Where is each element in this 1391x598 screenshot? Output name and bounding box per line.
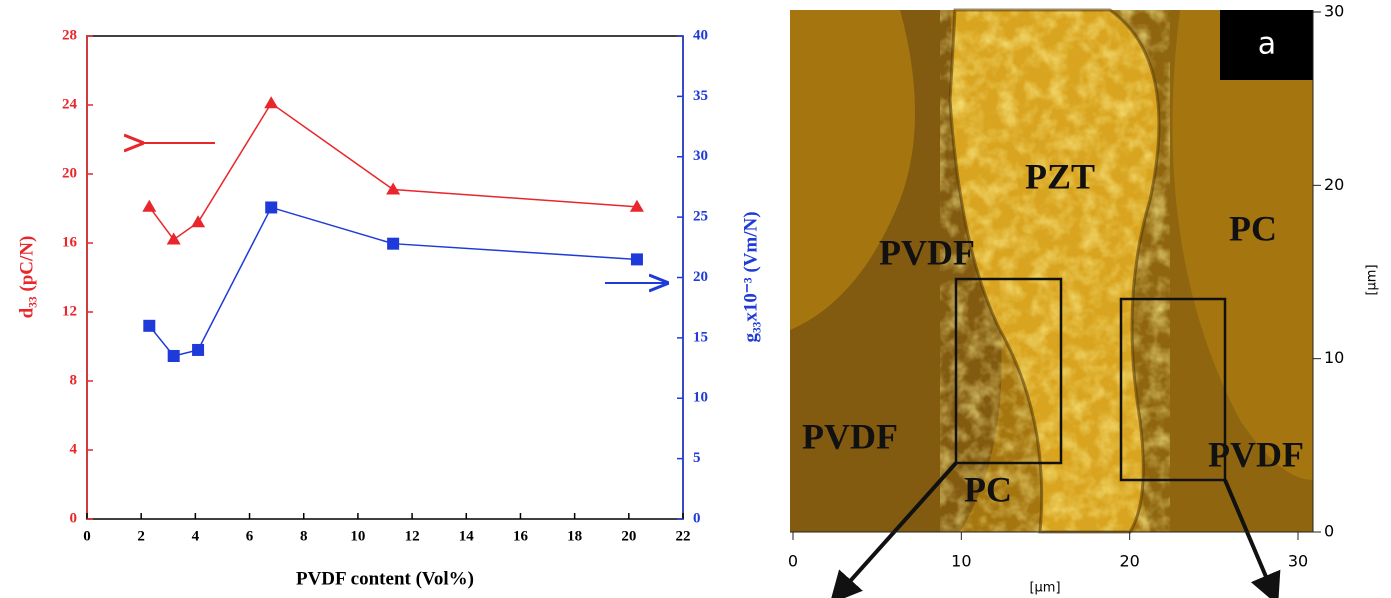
y2-tick-label: 35: [693, 88, 708, 104]
region-label: PVDF: [879, 232, 975, 272]
y-tick-label: 8: [70, 372, 78, 388]
y-tick-label: 12: [62, 303, 77, 319]
marker: [265, 201, 278, 214]
x-tick-label: 14: [459, 528, 475, 544]
image-y-label: [µm]: [1365, 264, 1380, 295]
marker: [387, 237, 400, 250]
marker: [264, 96, 279, 109]
marker: [143, 319, 156, 332]
region-label: PVDF: [1208, 434, 1304, 474]
image-x-label: [µm]: [1029, 581, 1060, 596]
x-tick-label: 20: [621, 528, 636, 544]
afm-image: a PZT PC PVDF PVDF PVDF PC [µm] [µm] 0 10…: [788, 2, 1380, 598]
y2-tick-label: 20: [693, 269, 708, 285]
x-tick-label: 12: [405, 528, 420, 544]
y-tick-label: 4: [70, 441, 78, 457]
zoom-box: [954, 277, 1063, 465]
panel-label: a: [1258, 27, 1276, 62]
zoom-box: [1119, 297, 1227, 482]
pzt-edge: [948, 8, 1161, 534]
y-tick-label: 24: [62, 96, 78, 112]
x-tick-label: 10: [350, 528, 365, 544]
x-tick-label: 0: [83, 528, 91, 544]
series-line: [148, 206, 637, 357]
image-y-tick-label: 10: [1324, 348, 1344, 367]
y2-axis-label: g₃₃x10⁻³ (Vm/N): [740, 211, 761, 342]
y-axis-label: d₃₃ (pC/N): [16, 236, 37, 319]
image-y-tick-label: 0: [1324, 522, 1334, 541]
marker: [191, 215, 206, 228]
y-tick-label: 0: [70, 510, 78, 526]
x-tick-label: 18: [567, 528, 582, 544]
y2-tick-label: 5: [693, 450, 701, 466]
y-tick-label: 20: [62, 165, 77, 181]
zoom-arrow: [1223, 479, 1281, 598]
y2-tick-label: 0: [693, 510, 701, 526]
marker: [630, 253, 643, 266]
y2-tick-label: 40: [693, 27, 708, 43]
marker: [167, 349, 180, 362]
marker: [386, 182, 401, 195]
x-tick-label: 8: [300, 528, 308, 544]
y-tick-label: 16: [62, 234, 78, 250]
chart: PVDF content (Vol%) d₃₃ (pC/N) g₃₃x10⁻³ …: [16, 27, 761, 589]
y2-tick-label: 10: [693, 390, 708, 406]
y2-tick-label: 25: [693, 209, 708, 225]
region-label: PVDF: [802, 416, 898, 456]
x-tick-label: 22: [676, 528, 691, 544]
x-axis-label: PVDF content (Vol%): [296, 568, 474, 589]
x-tick-label: 2: [137, 528, 145, 544]
x-tick-label: 4: [192, 528, 200, 544]
marker: [629, 199, 644, 212]
image-x-tick-label: 10: [951, 552, 971, 571]
y-tick-label: 28: [62, 27, 77, 43]
x-tick-label: 6: [246, 528, 254, 544]
marker: [142, 199, 157, 212]
region-label: PZT: [1025, 156, 1095, 196]
region-label: PC: [1229, 208, 1277, 248]
image-x-tick-label: 20: [1119, 552, 1139, 571]
y2-tick-label: 30: [693, 148, 708, 164]
image-x-tick-label: 0: [788, 552, 798, 571]
marker: [192, 343, 205, 356]
y2-tick-label: 15: [693, 329, 708, 345]
x-tick-label: 16: [513, 528, 529, 544]
region-label: PC: [964, 469, 1012, 509]
series-line: [148, 102, 637, 241]
image-y-tick-label: 30: [1324, 2, 1344, 21]
image-y-tick-label: 20: [1324, 175, 1344, 194]
zoom-arrow: [829, 461, 958, 598]
image-x-tick-label: 30: [1288, 552, 1308, 571]
plot-frame: [86, 35, 684, 520]
marker: [166, 232, 181, 245]
panel-label-box: [1220, 10, 1313, 80]
